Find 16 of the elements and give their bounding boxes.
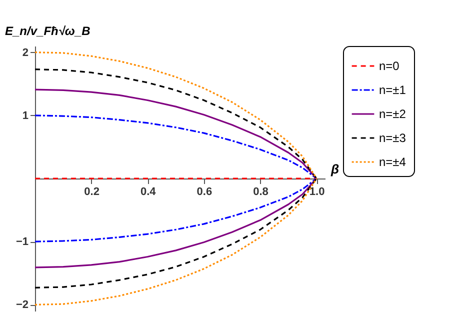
x-tick-label: 1.0 bbox=[309, 186, 325, 198]
legend-label: n=±2 bbox=[379, 107, 406, 121]
y-tick-label: −2 bbox=[16, 299, 28, 312]
x-tick-label: 0.6 bbox=[196, 186, 212, 198]
legend-label: n=0 bbox=[379, 59, 400, 73]
x-tick-label: 0.4 bbox=[140, 186, 157, 198]
y-tick-label: 1 bbox=[22, 110, 28, 122]
legend-label: n=±3 bbox=[379, 131, 406, 145]
x-tick-label: 0.2 bbox=[84, 186, 100, 198]
y-axis-title: E_n/v_Fħ√ω_B bbox=[5, 24, 91, 38]
x-axis-title: β bbox=[330, 162, 340, 176]
y-tick-label: 2 bbox=[22, 46, 28, 59]
legend-label: n=±4 bbox=[379, 155, 406, 169]
y-tick-label: −1 bbox=[16, 236, 28, 248]
legend-label: n=±1 bbox=[379, 83, 406, 97]
x-tick-label: 0.8 bbox=[253, 186, 268, 198]
